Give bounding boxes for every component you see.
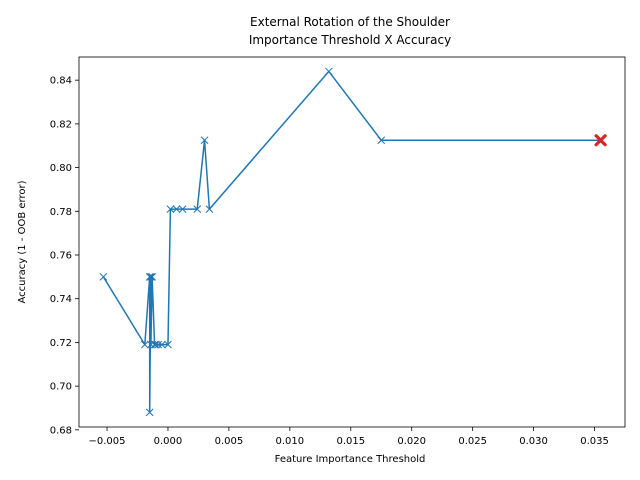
- y-tick-label: 0.80: [50, 163, 72, 174]
- data-point-marker: [145, 408, 154, 417]
- y-tick-label: 0.76: [50, 251, 72, 262]
- data-point-marker: [158, 340, 166, 349]
- y-tick-label: 0.78: [50, 207, 72, 218]
- data-point-marker: [205, 205, 214, 213]
- data-point-marker: [178, 205, 187, 213]
- data-point-marker: [154, 340, 163, 349]
- data-point-marker: [172, 205, 181, 213]
- data-point-marker: [148, 273, 156, 281]
- data-point-marker: [140, 340, 149, 349]
- plot-area: [99, 67, 607, 417]
- data-point-marker: [151, 340, 160, 349]
- data-point-marker: [193, 205, 202, 213]
- data-point-marker: [147, 273, 155, 281]
- x-tick-label: 0.015: [336, 436, 365, 447]
- x-tick-label: −0.005: [89, 436, 126, 447]
- y-tick-label: 0.68: [50, 425, 72, 436]
- data-point-marker: [145, 273, 154, 281]
- x-tick-label: 0.025: [458, 436, 487, 447]
- y-axis: 0.68 0.70 0.72 0.74 0.76 0.78 0.80 0.82 0.84: [50, 76, 79, 436]
- y-tick-label: 0.82: [50, 119, 72, 130]
- y-tick-label: 0.74: [50, 294, 72, 305]
- data-point-marker: [200, 136, 209, 145]
- y-tick-label: 0.84: [50, 76, 72, 87]
- y-tick-label: 0.70: [50, 382, 72, 393]
- x-axis-label: Feature Importance Threshold: [275, 454, 426, 465]
- y-axis-label: Accuracy (1 - OOB error): [17, 180, 28, 303]
- x-tick-label: 0.000: [154, 436, 183, 447]
- x-tick-label: 0.020: [397, 436, 426, 447]
- data-point-marker: [166, 205, 175, 213]
- x-tick-label: 0.005: [215, 436, 244, 447]
- highlight-marker: [594, 134, 607, 147]
- data-point-marker: [164, 340, 172, 349]
- y-tick-label: 0.72: [50, 338, 72, 349]
- x-tick-label: 0.030: [519, 436, 548, 447]
- plot-frame: [78, 56, 626, 428]
- x-axis: −0.005 0.000 0.005 0.010 0.015 0.020 0.025 0.03…: [89, 427, 609, 447]
- x-tick-label: 0.035: [580, 436, 609, 447]
- chart-title: External Rotation of the Shoulder Import…: [249, 15, 451, 47]
- x-tick-label: 0.010: [276, 436, 305, 447]
- data-point-marker: [150, 340, 159, 349]
- data-point-marker: [324, 67, 333, 76]
- data-point-marker: [99, 273, 108, 281]
- data-point-marker: [377, 136, 386, 145]
- chart-title-line-2: Importance Threshold X Accuracy: [249, 33, 451, 47]
- chart-title-line-1: External Rotation of the Shoulder: [250, 15, 450, 29]
